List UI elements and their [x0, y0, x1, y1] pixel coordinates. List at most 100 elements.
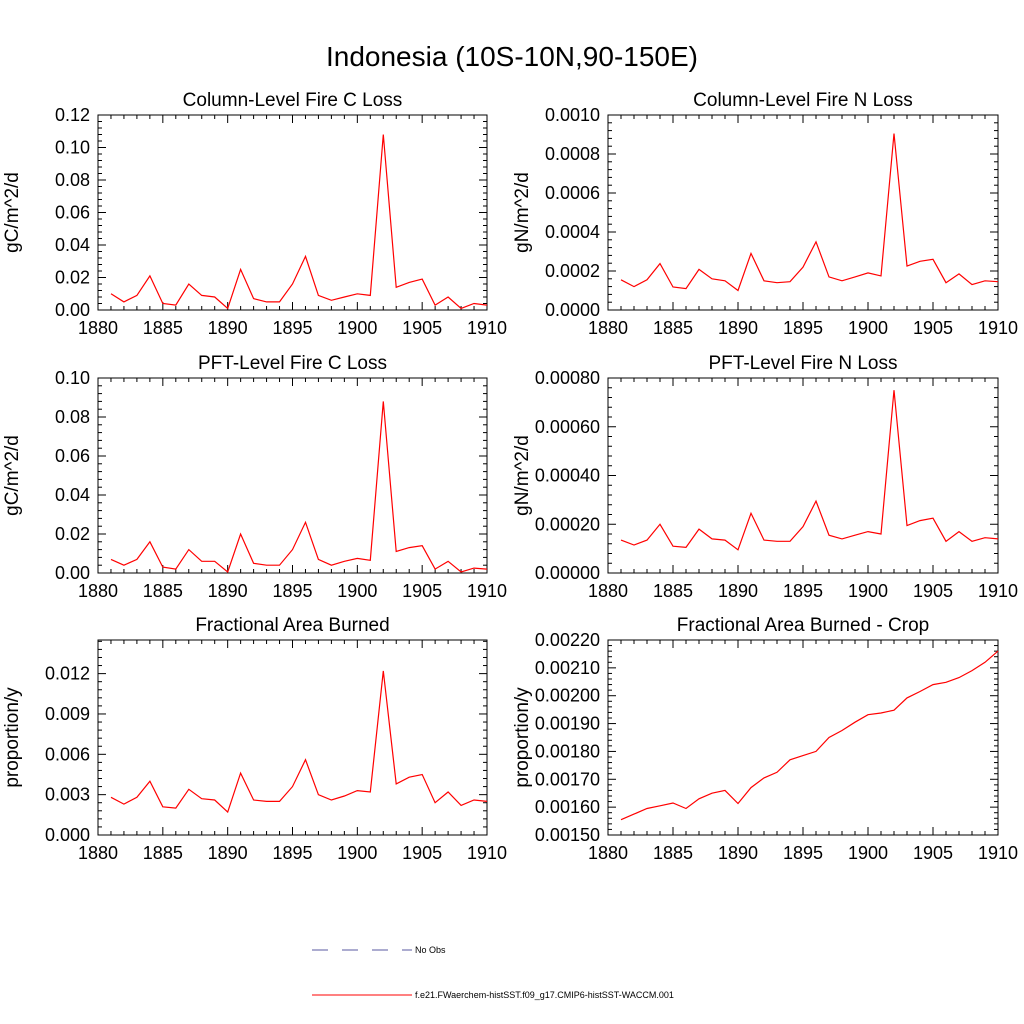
x-tick-label: 1895 [783, 581, 823, 601]
chart-panel-6: Fractional Area Burned - Crop proportion/… [512, 615, 1018, 863]
y-tick-label: 0.00060 [535, 417, 600, 437]
y-tick-label: 0.00020 [535, 514, 600, 534]
legend: No Obs f.e21.FWaerchem-histSST.f09_g17.C… [312, 945, 674, 1000]
y-tick-label: 0.10 [55, 368, 90, 388]
x-tick-label: 1905 [913, 581, 953, 601]
x-tick-label: 1880 [588, 581, 628, 601]
y-tick-label: 0.00210 [535, 658, 600, 678]
x-tick-label: 1910 [467, 843, 507, 863]
x-tick-label: 1890 [208, 843, 248, 863]
x-tick-label: 1885 [143, 843, 183, 863]
x-tick-label: 1885 [653, 318, 693, 338]
y-tick-label: 0.00080 [535, 368, 600, 388]
y-tick-label: 0.00000 [535, 563, 600, 583]
legend-entry-no-obs: No Obs [312, 945, 446, 955]
x-tick-label: 1885 [653, 581, 693, 601]
x-tick-label: 1880 [78, 318, 118, 338]
x-tick-label: 1905 [913, 318, 953, 338]
x-tick-label: 1900 [337, 581, 377, 601]
y-tick-label: 0.02 [55, 524, 90, 544]
y-tick-label: 0.04 [55, 485, 90, 505]
x-tick-label: 1895 [783, 843, 823, 863]
chart-panel-1: Column-Level Fire C Loss gC/m^2/d 1880 1885… [2, 90, 507, 338]
y-tick-label: 0.08 [55, 407, 90, 427]
plot-frame [97, 114, 488, 311]
y-tick-label: 0.0002 [545, 261, 600, 281]
y-tick-label: 0.06 [55, 446, 90, 466]
series-line [620, 650, 999, 821]
x-tick-label: 1910 [467, 581, 507, 601]
y-tick-label: 0.00170 [535, 769, 600, 789]
y-tick-label: 0.003 [45, 785, 90, 805]
x-tick-label: 1900 [848, 843, 888, 863]
x-tick-label: 1900 [848, 318, 888, 338]
y-axis-label: gC/m^2/d [2, 435, 23, 516]
chart-panel-3: PFT-Level Fire C Loss gC/m^2/d 1880 1885 189… [2, 353, 507, 601]
y-tick-label: 0.0004 [545, 222, 600, 242]
series-line [620, 390, 999, 551]
y-tick-label: 0.00040 [535, 466, 600, 486]
x-tick-label: 1880 [588, 843, 628, 863]
x-tick-label: 1895 [272, 581, 312, 601]
y-tick-label: 0.00180 [535, 741, 600, 761]
x-tick-label: 1880 [588, 318, 628, 338]
x-tick-label: 1885 [653, 843, 693, 863]
y-tick-label: 0.0010 [545, 105, 600, 125]
y-tick-label: 0.08 [55, 170, 90, 190]
x-tick-label: 1910 [978, 843, 1018, 863]
x-tick-label: 1905 [402, 843, 442, 863]
panel-title: Fractional Area Burned [195, 615, 389, 636]
y-tick-label: 0.00220 [535, 630, 600, 650]
x-tick-label: 1905 [402, 318, 442, 338]
x-tick-label: 1885 [143, 581, 183, 601]
chart-panel-2: Column-Level Fire N Loss gN/m^2/d 1880 1885… [512, 90, 1018, 338]
series-line [620, 133, 999, 292]
x-tick-label: 1900 [337, 318, 377, 338]
x-tick-label: 1910 [467, 318, 507, 338]
plot-frame [607, 377, 999, 574]
plot-frame [97, 377, 488, 574]
x-tick-label: 1890 [208, 318, 248, 338]
y-tick-label: 0.00160 [535, 797, 600, 817]
y-tick-label: 0.00 [55, 563, 90, 583]
panel-title: Column-Level Fire C Loss [183, 90, 403, 111]
x-tick-label: 1910 [978, 581, 1018, 601]
plot-frame [607, 639, 999, 836]
x-tick-label: 1890 [718, 581, 758, 601]
y-tick-label: 0.12 [55, 105, 90, 125]
y-tick-label: 0.00190 [535, 714, 600, 734]
x-tick-label: 1880 [78, 843, 118, 863]
y-tick-label: 0.00200 [535, 686, 600, 706]
x-tick-label: 1905 [913, 843, 953, 863]
panel-title: Column-Level Fire N Loss [693, 90, 913, 111]
y-axis-label: gN/m^2/d [512, 435, 533, 516]
y-axis-label: gN/m^2/d [512, 172, 533, 253]
panel-title: PFT-Level Fire N Loss [709, 353, 898, 374]
x-tick-label: 1900 [848, 581, 888, 601]
x-tick-label: 1890 [718, 843, 758, 863]
panel-title: PFT-Level Fire C Loss [198, 353, 387, 374]
y-axis-label: proportion/y [512, 687, 533, 788]
x-tick-label: 1905 [402, 581, 442, 601]
x-tick-label: 1900 [337, 843, 377, 863]
y-tick-label: 0.012 [45, 664, 90, 684]
x-tick-label: 1885 [143, 318, 183, 338]
series-line [110, 401, 488, 574]
y-tick-label: 0.04 [55, 235, 90, 255]
plot-frame [97, 639, 488, 836]
x-tick-label: 1890 [208, 581, 248, 601]
y-tick-label: 0.06 [55, 203, 90, 223]
y-axis-label: proportion/y [2, 687, 23, 788]
y-axis-label: gC/m^2/d [2, 172, 23, 253]
y-tick-label: 0.10 [55, 138, 90, 158]
x-tick-label: 1910 [978, 318, 1018, 338]
x-tick-label: 1880 [78, 581, 118, 601]
chart-panel-4: PFT-Level Fire N Loss gN/m^2/d 1880 1885 189… [512, 353, 1018, 601]
x-tick-label: 1895 [272, 318, 312, 338]
y-tick-label: 0.009 [45, 704, 90, 724]
y-tick-label: 0.00150 [535, 825, 600, 845]
plot-frame [607, 114, 999, 311]
y-tick-label: 0.00 [55, 300, 90, 320]
y-tick-label: 0.02 [55, 268, 90, 288]
